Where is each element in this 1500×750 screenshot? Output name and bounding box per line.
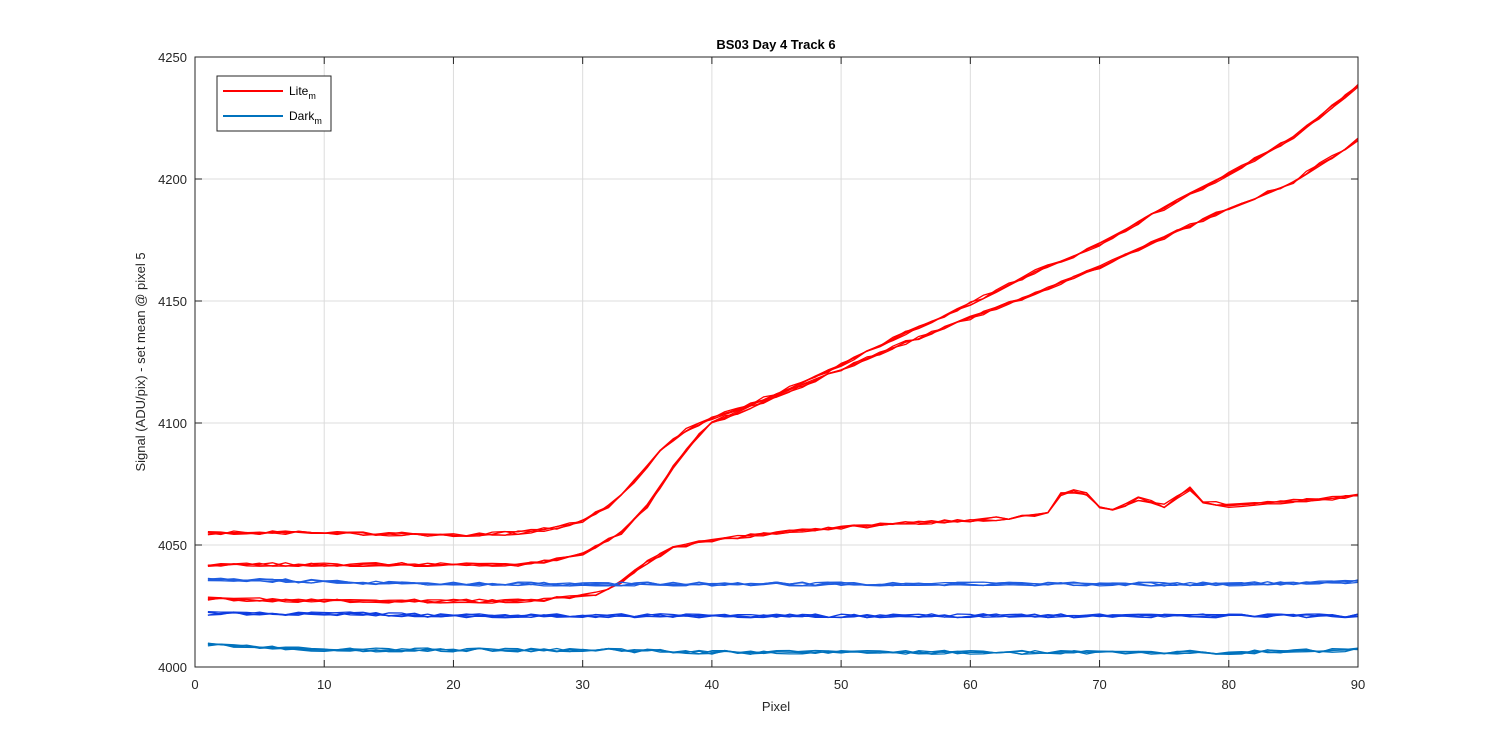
legend-box [216,75,332,132]
x-tick-label: 50 [834,677,848,692]
y-axis-label: Signal (ADU/pix) - set mean @ pixel 5 [133,252,148,471]
y-tick-label: 4100 [158,416,187,431]
x-tick-label: 30 [575,677,589,692]
legend-label-lite-sub: m [308,91,316,101]
y-tick-label: 4000 [158,660,187,675]
x-tick-label: 20 [446,677,460,692]
x-tick-label: 60 [963,677,977,692]
legend-label-lite: Litem [289,84,316,101]
series-line [207,577,1359,587]
x-axis-label: Pixel [762,699,790,714]
chart-title: BS03 Day 4 Track 6 [716,37,835,52]
series-line [207,140,1359,567]
series-line [207,489,1359,604]
y-tick-label: 4150 [158,294,187,309]
y-tick-label: 4250 [158,50,187,65]
grid-lines [195,57,1358,667]
x-tick-label: 10 [317,677,331,692]
y-tick-label: 4200 [158,172,187,187]
series-lite-1 [207,137,1359,568]
legend: Litem Darkm [216,75,332,132]
series-lite-2 [207,486,1359,604]
x-tick-label: 90 [1351,677,1365,692]
plot-frame [194,56,1359,668]
x-tick-label: 0 [191,677,198,692]
x-tick-label: 40 [705,677,719,692]
series-dark-4 [207,610,1359,619]
series-layer [207,84,1359,655]
x-tick-label: 80 [1222,677,1236,692]
y-tick-label: 4050 [158,538,187,553]
legend-label-dark-sub: m [314,116,322,126]
series-line [207,137,1359,567]
axis-ticks: 0 10 20 30 40 50 60 70 80 90400040504100415042004… [158,50,1365,692]
legend-label-lite-base: Lite [289,84,309,98]
legend-label-dark-base: Dark [289,109,315,123]
series-line [207,611,1359,619]
series-dark-5 [207,642,1359,655]
series-dark-3 [207,577,1359,587]
series-line [207,643,1359,655]
x-tick-label: 70 [1092,677,1106,692]
plot-area [195,57,1358,667]
series-line [207,611,1359,619]
legend-label-dark: Darkm [289,109,322,126]
